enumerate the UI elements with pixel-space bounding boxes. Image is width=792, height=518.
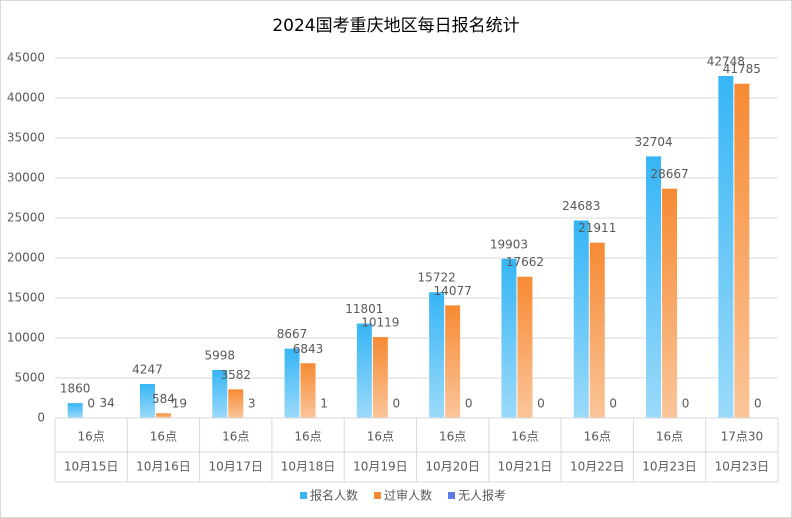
data-label: 10119 [361, 316, 399, 330]
x-group-label: 10月23日 [642, 460, 697, 474]
data-label: 41785 [723, 62, 761, 76]
y-tick-label: 0 [37, 411, 45, 425]
data-label: 0 [87, 397, 95, 411]
x-group-label: 10月15日 [64, 460, 119, 474]
data-label: 0 [682, 397, 690, 411]
x-tick-label: 16点 [222, 430, 249, 444]
chart-title: 2024国考重庆地区每日报名统计 [272, 16, 519, 36]
y-tick-label: 15000 [7, 291, 45, 305]
x-group-label: 10月23日 [715, 460, 770, 474]
data-label: 15722 [418, 271, 456, 285]
x-group-label: 10月17日 [208, 460, 263, 474]
x-tick-label: 17点30 [721, 430, 764, 444]
bar [662, 188, 678, 418]
legend-label: 报名人数 [310, 488, 358, 503]
x-group-label: 10月18日 [281, 460, 336, 474]
x-tick-label: 16点 [511, 430, 538, 444]
x-tick-label: 16点 [584, 430, 611, 444]
y-tick-label: 30000 [7, 171, 45, 185]
data-label: 1860 [60, 382, 91, 396]
x-tick-label: 16点 [367, 430, 394, 444]
y-tick-label: 5000 [14, 371, 45, 385]
bar [155, 413, 171, 418]
x-tick-label: 16点 [439, 430, 466, 444]
x-group-label: 10月22日 [570, 460, 625, 474]
data-label: 42748 [707, 55, 745, 69]
data-label: 0 [465, 397, 473, 411]
data-label: 11801 [345, 302, 383, 316]
legend-label: 无人报考 [458, 488, 506, 503]
y-tick-label: 25000 [7, 211, 45, 225]
bar [356, 323, 372, 418]
data-label: 1 [320, 396, 328, 410]
data-label: 21911 [578, 221, 616, 235]
data-label: 17662 [506, 255, 544, 269]
data-label: 8667 [277, 327, 308, 341]
bar [67, 403, 83, 418]
data-label: 3582 [220, 368, 251, 382]
x-tick-label: 16点 [656, 430, 683, 444]
legend-swatch [448, 492, 456, 499]
legend-swatch [300, 492, 307, 499]
data-label: 19903 [490, 237, 528, 251]
x-tick-label: 16点 [150, 430, 177, 444]
y-tick-label: 20000 [7, 251, 45, 265]
data-label: 34 [100, 396, 115, 410]
x-group-label: 10月19日 [353, 460, 408, 474]
data-label: 28667 [650, 167, 688, 181]
bar [284, 348, 300, 418]
x-group-label: 10月20日 [425, 460, 480, 474]
data-label: 0 [393, 397, 401, 411]
data-label: 0 [609, 397, 617, 411]
data-label: 5998 [204, 349, 235, 363]
x-group-label: 10月16日 [136, 460, 191, 474]
y-tick-label: 40000 [7, 91, 45, 105]
data-label: 6843 [293, 342, 324, 356]
data-label: 32704 [634, 135, 672, 149]
bar [445, 305, 461, 418]
data-label: 19 [172, 396, 187, 410]
bar [718, 76, 734, 419]
data-label: 14077 [434, 284, 472, 298]
bar [228, 389, 244, 418]
x-tick-label: 16点 [294, 430, 321, 444]
bar [589, 242, 605, 418]
bar [139, 384, 155, 418]
bar [372, 337, 388, 418]
bar [646, 156, 662, 419]
data-label: 584 [152, 392, 175, 406]
data-label: 0 [537, 397, 545, 411]
bar [212, 370, 228, 418]
x-group-label: 10月21日 [498, 460, 553, 474]
data-label: 24683 [562, 199, 600, 213]
legend-swatch [374, 492, 382, 499]
bar [300, 363, 316, 418]
bar [517, 276, 533, 418]
data-label: 4247 [132, 363, 163, 377]
data-label: 0 [754, 397, 762, 411]
bar [734, 83, 750, 418]
y-tick-label: 35000 [7, 131, 45, 145]
bar [429, 292, 445, 418]
y-tick-label: 10000 [7, 331, 45, 345]
y-tick-label: 45000 [7, 51, 45, 65]
x-tick-label: 16点 [78, 430, 105, 444]
legend-label: 过审人数 [384, 488, 432, 503]
data-label: 3 [248, 396, 256, 410]
bar [501, 258, 517, 418]
bar [573, 220, 589, 418]
